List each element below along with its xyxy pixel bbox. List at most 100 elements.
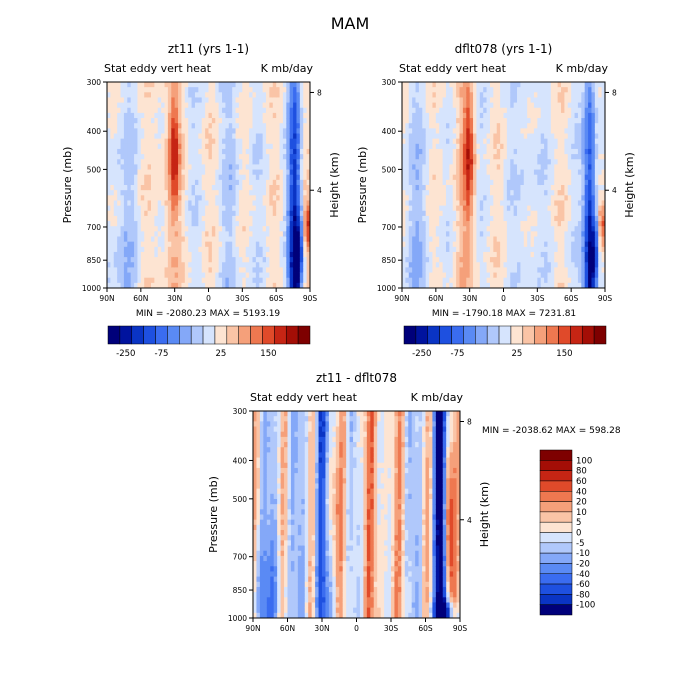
heatmap-cell xyxy=(473,257,477,263)
heatmap-cell xyxy=(198,262,203,268)
heatmap-cell xyxy=(150,257,155,263)
heatmap-cell xyxy=(594,272,599,279)
heatmap-cell xyxy=(181,257,186,263)
heatmap-cell xyxy=(564,205,569,212)
heatmap-cell xyxy=(161,128,165,134)
heatmap-cell xyxy=(127,215,132,222)
heatmap-cell xyxy=(123,205,128,212)
heatmap-cell xyxy=(299,179,304,186)
heatmap-cell xyxy=(405,195,410,201)
heatmap-cell xyxy=(530,138,535,145)
heatmap-cell xyxy=(476,226,481,232)
heatmap-cell xyxy=(303,226,308,232)
heatmap-cell xyxy=(117,185,121,191)
heatmap-cell xyxy=(249,148,253,155)
heatmap-cell xyxy=(191,159,196,165)
heatmap-cell xyxy=(429,133,433,140)
heatmap-cell xyxy=(500,107,504,114)
heatmap-cell xyxy=(228,154,233,160)
heatmap-cell xyxy=(564,112,569,119)
heatmap-cell xyxy=(269,169,274,176)
heatmap-cell xyxy=(174,123,179,129)
heatmap-cell xyxy=(418,87,423,93)
heatmap-cell xyxy=(269,236,274,243)
heatmap-cell xyxy=(188,195,192,201)
heatmap-cell xyxy=(150,205,155,212)
heatmap-cell xyxy=(296,128,301,134)
heatmap-cell xyxy=(201,174,206,181)
heatmap-cell xyxy=(279,215,284,222)
heatmap-cell xyxy=(418,174,423,181)
heatmap-cell xyxy=(303,154,308,160)
heatmap-cell xyxy=(293,179,297,186)
heatmap-cell xyxy=(449,241,454,248)
heatmap-cell xyxy=(289,215,294,222)
heatmap-cell xyxy=(211,92,216,98)
heatmap-cell xyxy=(113,272,118,279)
heatmap-cell xyxy=(256,473,261,479)
heatmap-cell xyxy=(408,185,413,191)
heatmap-cell xyxy=(137,138,142,145)
heatmap-cell xyxy=(113,148,118,155)
heatmap-cell xyxy=(405,226,410,232)
heatmap-cell xyxy=(517,138,521,145)
heatmap-cell xyxy=(225,210,230,217)
heatmap-cell xyxy=(489,205,494,212)
heatmap-cell xyxy=(533,143,538,150)
heatmap-cell xyxy=(147,236,152,243)
heatmap-cell xyxy=(144,231,148,237)
heatmap-cell xyxy=(259,251,264,258)
heatmap-cell xyxy=(402,97,406,103)
heatmap-cell xyxy=(405,205,410,212)
heatmap-cell xyxy=(276,169,280,176)
heatmap-cell xyxy=(476,262,481,268)
heatmap-cell xyxy=(445,133,450,140)
heatmap-cell xyxy=(218,195,223,201)
heatmap-cell xyxy=(506,128,511,134)
heatmap-cell xyxy=(255,87,260,93)
heatmap-cell xyxy=(198,123,203,129)
heatmap-cell xyxy=(218,164,223,170)
heatmap-cell xyxy=(432,205,437,212)
heatmap-cell xyxy=(588,112,592,119)
heatmap-cell xyxy=(469,215,474,222)
heatmap-cell xyxy=(513,87,518,93)
heatmap-cell xyxy=(222,112,226,119)
heatmap-cell xyxy=(181,133,186,140)
heatmap-cell xyxy=(452,159,457,165)
heatmap-cell xyxy=(469,190,474,196)
heatmap-cell xyxy=(205,174,209,181)
heatmap-cell xyxy=(425,102,430,109)
heatmap-cell xyxy=(462,241,467,248)
heatmap-cell xyxy=(429,112,433,119)
heatmap-cell xyxy=(540,138,545,145)
heatmap-cell xyxy=(174,133,179,140)
heatmap-cell xyxy=(303,210,308,217)
heatmap-cell xyxy=(483,205,487,212)
heatmap-cell xyxy=(293,221,297,227)
heatmap-cell xyxy=(523,169,528,176)
heatmap-cell xyxy=(429,251,433,258)
heatmap-cell xyxy=(113,282,118,289)
heatmap-cell xyxy=(208,210,213,217)
heatmap-cell xyxy=(194,205,199,212)
heatmap-cell xyxy=(439,210,443,217)
heatmap-cell xyxy=(476,164,481,170)
heatmap-cell xyxy=(418,205,423,212)
heatmap-cell xyxy=(201,282,206,289)
heatmap-cell xyxy=(245,118,250,124)
heatmap-cell xyxy=(571,277,575,284)
heatmap-cell xyxy=(150,200,155,206)
heatmap-cell xyxy=(144,128,148,134)
heatmap-cell xyxy=(510,200,515,206)
heatmap-cell xyxy=(269,251,274,258)
heatmap-cell xyxy=(198,112,203,119)
heatmap-cell xyxy=(408,143,413,150)
heatmap-cell xyxy=(408,133,413,140)
heatmap-cell xyxy=(299,205,304,212)
heatmap-cell xyxy=(520,138,525,145)
heatmap-cell xyxy=(405,118,410,124)
heatmap-cell xyxy=(218,185,223,191)
heatmap-cell xyxy=(171,102,176,109)
heatmap-cell xyxy=(256,519,261,526)
